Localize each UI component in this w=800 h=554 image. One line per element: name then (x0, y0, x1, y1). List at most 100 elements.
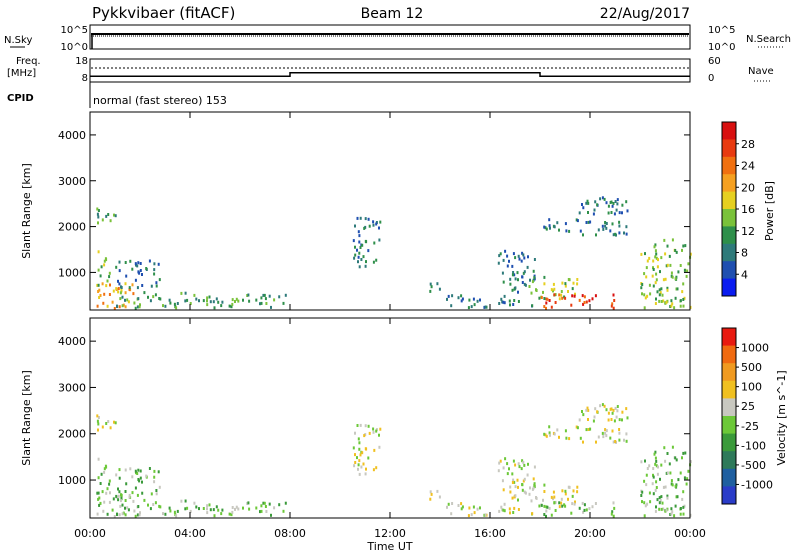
freq-tick-top: 18 (75, 56, 88, 67)
velocity-cell (581, 501, 584, 505)
power-cell (498, 302, 501, 305)
velocity-cell (594, 407, 597, 411)
velocity-cell (228, 512, 231, 516)
power-cell (652, 284, 655, 288)
velocity-cell (523, 490, 526, 494)
velocity-cell (134, 514, 137, 518)
power-cell (124, 282, 127, 286)
power-cell (521, 281, 524, 284)
power-cell (186, 298, 189, 302)
power-cell (153, 262, 156, 266)
power-colorbar-swatch (722, 226, 736, 245)
power-cell (621, 211, 623, 215)
velocity-cell (643, 501, 646, 505)
velocity-cell (360, 465, 363, 469)
power-cell (574, 292, 576, 296)
x-axis-title: Time UT (366, 540, 412, 553)
velocity-cell (208, 503, 211, 507)
power-colorbar-swatch (722, 191, 736, 210)
power-cell (527, 255, 529, 259)
velocity-cell (119, 504, 122, 508)
power-cell (175, 306, 178, 310)
power-cell (141, 273, 143, 276)
velocity-cell (654, 450, 657, 454)
power-cell (107, 213, 110, 216)
velocity-cell (582, 440, 584, 444)
velocity-cell (611, 510, 614, 514)
velocity-cell (593, 415, 596, 419)
velocity-cell (687, 469, 690, 473)
power-cell (134, 306, 137, 310)
velocity-cell (139, 511, 141, 515)
power-cell (461, 297, 464, 301)
power-cell (665, 300, 668, 304)
velocity-cell (512, 511, 515, 514)
power-cell (594, 200, 597, 204)
velocity-cell (564, 429, 567, 433)
velocity-cell (520, 467, 523, 471)
power-cell (113, 307, 116, 310)
velocity-cell (118, 490, 121, 494)
velocity-cell (671, 510, 674, 514)
velocity-cell (168, 506, 171, 510)
power-cell (429, 282, 432, 286)
velocity-cell (483, 513, 486, 517)
velocity-cell (184, 507, 187, 511)
power-cell (674, 296, 677, 300)
velocity-cell (502, 466, 505, 470)
velocity-cell (679, 512, 682, 516)
power-cell (517, 278, 519, 282)
velocity-cell (116, 513, 119, 516)
power-cell (429, 289, 432, 293)
power-cell (564, 222, 567, 226)
velocity-cell (618, 438, 621, 442)
power-cell (545, 306, 547, 310)
power-cell (656, 290, 659, 294)
power-cell (118, 260, 121, 264)
velocity-cell (599, 404, 602, 408)
power-cell (105, 214, 108, 218)
velocity-cell (124, 499, 127, 502)
velocity-cell (664, 509, 667, 513)
velocity-cell (230, 513, 233, 517)
velocity-cell (661, 501, 664, 505)
velocity-cell (605, 429, 608, 433)
freq-trace (90, 72, 690, 77)
power-cell (124, 291, 127, 295)
velocity-cell (138, 479, 141, 483)
power-cell (654, 302, 657, 305)
power-cell (153, 272, 156, 276)
power-cell (180, 291, 183, 295)
velocity-cell (543, 504, 546, 508)
velocity-cell (215, 505, 218, 509)
power-cell (670, 299, 673, 303)
velocity-cell (378, 433, 380, 437)
velocity-cell (571, 494, 574, 498)
velocity-cell (484, 513, 487, 517)
velocity-cell (554, 500, 557, 504)
velocity-cell (674, 456, 677, 460)
nsky-label: N.Sky (4, 35, 32, 46)
power-cell (618, 224, 621, 228)
velocity-cell (689, 460, 692, 464)
velocity-colorbar-tick-label: -500 (741, 459, 766, 472)
power-cell (550, 288, 553, 292)
power-cell (531, 280, 534, 284)
velocity-cell (446, 505, 448, 509)
power-cell (112, 289, 115, 293)
power-cell (247, 293, 250, 297)
power-cell (664, 301, 667, 305)
velocity-cell (128, 493, 131, 497)
velocity-cell (570, 511, 573, 515)
velocity-cell (193, 501, 196, 505)
power-cell (359, 216, 362, 220)
velocity-cell (105, 491, 108, 495)
velocity-cell (679, 507, 682, 510)
power-cell (682, 298, 685, 301)
power-cell (242, 298, 244, 302)
velocity-cell (673, 514, 676, 518)
velocity-cell (149, 507, 152, 511)
power-cell (497, 261, 500, 265)
power-cell (679, 304, 682, 308)
power-cell (533, 258, 536, 261)
